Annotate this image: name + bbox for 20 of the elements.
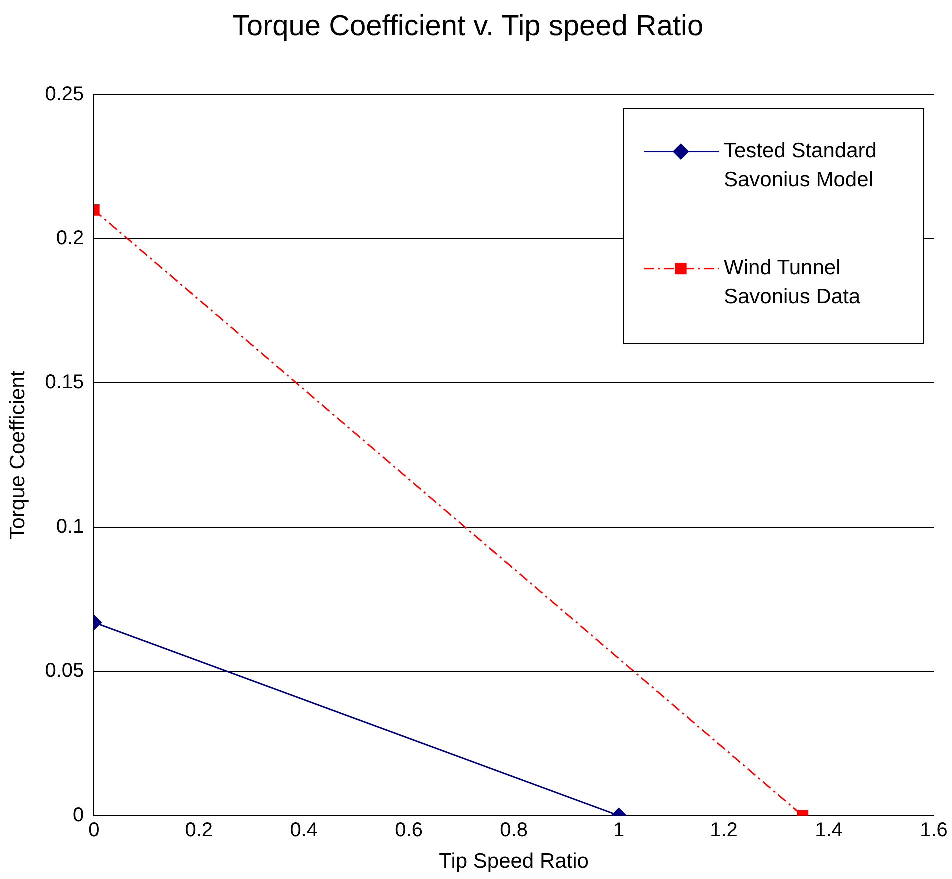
y-axis-title: Torque Coefficient [6,370,30,540]
x-tick-label: 1 [613,819,625,842]
x-tick-label: 1.2 [710,819,738,842]
y-tick-label: 0.25 [45,83,84,106]
x-tick-label: 0.6 [395,819,423,842]
y-tick-label: 0 [73,804,84,826]
x-tick-label: 0.2 [185,819,214,842]
x-tick-label: 1.6 [920,819,948,842]
y-tick-label: 0.05 [45,660,84,682]
legend-label: Tested Standard Savonius Model [724,140,877,192]
x-tick-label: 1.4 [815,819,843,842]
y-tick-label: 0.15 [45,372,84,394]
x-tick-label: 0.4 [290,819,318,842]
x-axis-title: Tip Speed Ratio [439,850,589,874]
legend-label: Wind Tunnel Savonius Data [724,256,861,309]
x-tick-label: 0 [88,819,100,842]
y-tick-label: 0.1 [56,516,84,538]
chart-title: Torque Coefficient v. Tip speed Ratio [232,10,704,42]
y-tick-label: 0.2 [56,228,84,250]
x-tick-label: 0.8 [500,819,528,842]
